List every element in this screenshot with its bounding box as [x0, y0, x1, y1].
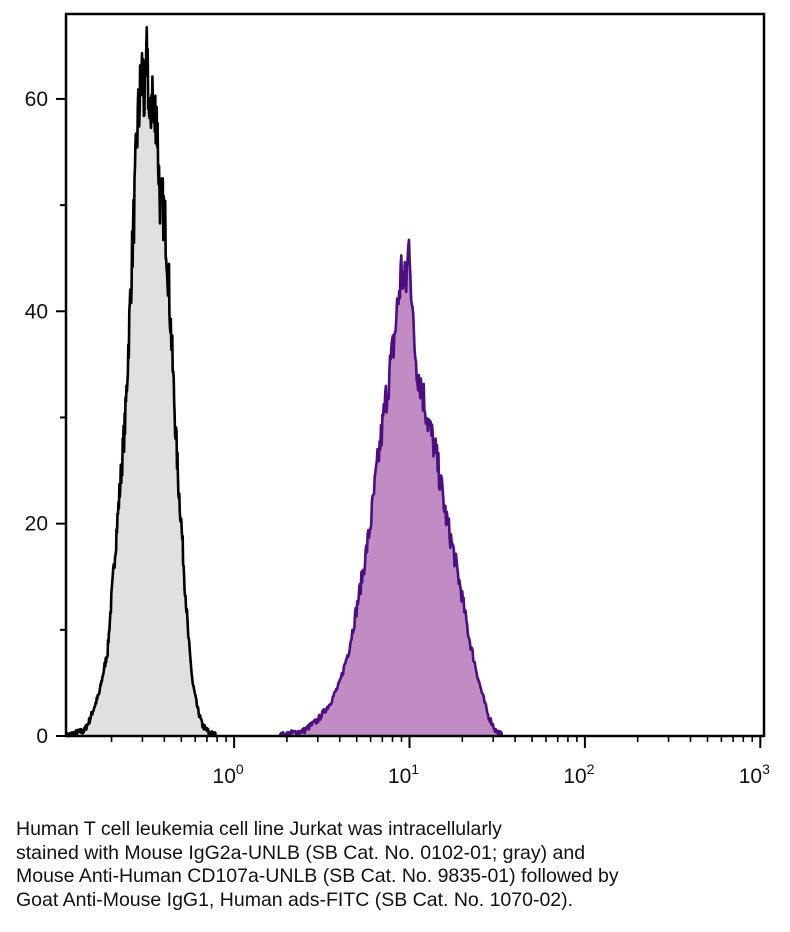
- y-tick-label: 40: [25, 300, 48, 323]
- x-tick-label: 101: [388, 761, 419, 788]
- series-0-fill: [66, 27, 218, 736]
- axes: 0 20 40 60 100 101 102 103: [25, 88, 770, 788]
- y-tick-label: 60: [25, 88, 48, 111]
- plot-frame: [64, 12, 766, 738]
- series-0-line: [65, 25, 218, 738]
- caption-line: Mouse Anti-Human CD107a-UNLB (SB Cat. No…: [16, 865, 619, 887]
- x-tick-label: 103: [739, 761, 770, 788]
- x-tick-label: 102: [563, 761, 594, 788]
- caption-line: stained with Mouse IgG2a-UNLB (SB Cat. N…: [16, 841, 586, 864]
- caption-line: Goat Anti-Mouse IgG1, Human ads-FITC (SB…: [16, 888, 574, 911]
- y-tick-label: 20: [25, 513, 48, 536]
- plot-series: [65, 25, 504, 738]
- series-1-fill: [278, 239, 503, 737]
- figure-caption: Human T cell leukemia cell line Jurkat w…: [16, 818, 781, 912]
- caption-line: Human T cell leukemia cell line Jurkat w…: [16, 818, 502, 840]
- histogram-chart: 0 20 40 60 100 101 102 103: [25, 12, 770, 788]
- series-1-line: [278, 238, 504, 738]
- x-tick-label: 100: [213, 761, 244, 788]
- y-tick-label: 0: [36, 725, 48, 748]
